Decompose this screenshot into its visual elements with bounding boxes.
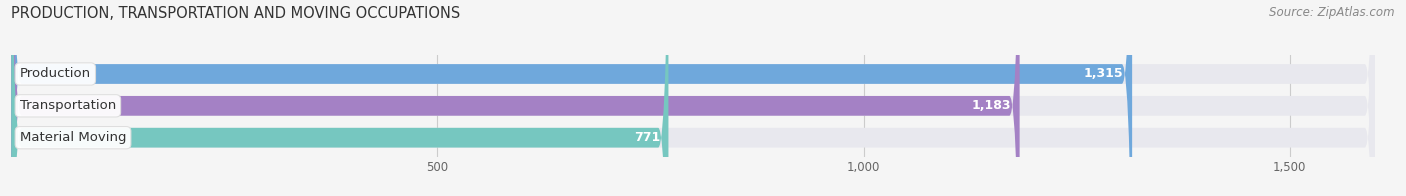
Text: Transportation: Transportation (20, 99, 117, 112)
FancyBboxPatch shape (11, 0, 1019, 196)
Text: 1,315: 1,315 (1084, 67, 1123, 81)
FancyBboxPatch shape (11, 0, 1132, 196)
FancyBboxPatch shape (11, 0, 668, 196)
FancyBboxPatch shape (11, 0, 1375, 196)
FancyBboxPatch shape (11, 0, 1375, 196)
Text: Material Moving: Material Moving (20, 131, 127, 144)
Text: Production: Production (20, 67, 91, 81)
FancyBboxPatch shape (11, 0, 1375, 196)
Text: PRODUCTION, TRANSPORTATION AND MOVING OCCUPATIONS: PRODUCTION, TRANSPORTATION AND MOVING OC… (11, 6, 461, 21)
Text: 1,183: 1,183 (972, 99, 1011, 112)
Text: Source: ZipAtlas.com: Source: ZipAtlas.com (1270, 6, 1395, 19)
Text: 771: 771 (634, 131, 659, 144)
